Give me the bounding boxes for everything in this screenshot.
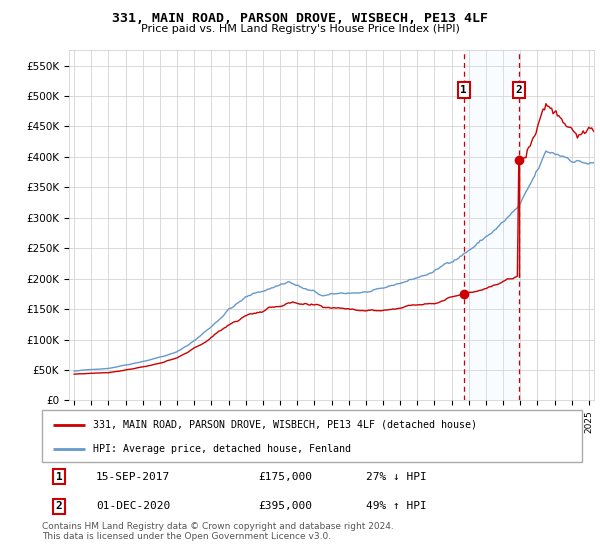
Text: Price paid vs. HM Land Registry's House Price Index (HPI): Price paid vs. HM Land Registry's House … — [140, 24, 460, 34]
Text: £395,000: £395,000 — [258, 501, 312, 511]
Text: HPI: Average price, detached house, Fenland: HPI: Average price, detached house, Fenl… — [94, 444, 352, 454]
Text: £175,000: £175,000 — [258, 472, 312, 482]
Text: 1: 1 — [460, 85, 467, 95]
Bar — [464, 50, 519, 400]
Text: 27% ↓ HPI: 27% ↓ HPI — [366, 472, 427, 482]
Text: Contains HM Land Registry data © Crown copyright and database right 2024.
This d: Contains HM Land Registry data © Crown c… — [42, 522, 394, 542]
Text: 2: 2 — [56, 501, 62, 511]
FancyBboxPatch shape — [42, 410, 582, 462]
Text: 2: 2 — [515, 85, 522, 95]
Text: 49% ↑ HPI: 49% ↑ HPI — [366, 501, 427, 511]
Text: 331, MAIN ROAD, PARSON DROVE, WISBECH, PE13 4LF (detached house): 331, MAIN ROAD, PARSON DROVE, WISBECH, P… — [94, 420, 478, 430]
Text: 01-DEC-2020: 01-DEC-2020 — [96, 501, 170, 511]
Text: 1: 1 — [56, 472, 62, 482]
Text: 15-SEP-2017: 15-SEP-2017 — [96, 472, 170, 482]
Text: 331, MAIN ROAD, PARSON DROVE, WISBECH, PE13 4LF: 331, MAIN ROAD, PARSON DROVE, WISBECH, P… — [112, 12, 488, 25]
